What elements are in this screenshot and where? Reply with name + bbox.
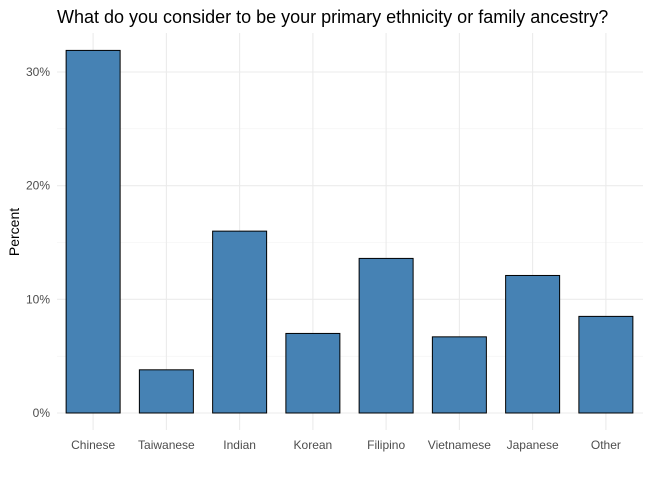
x-tick-label: Korean xyxy=(294,438,333,452)
x-tick-label: Japanese xyxy=(507,438,559,452)
bar-taiwanese xyxy=(138,369,194,414)
bar-indian xyxy=(212,230,268,414)
x-axis-ticks: Chinese Taiwanese Indian Korean Filipino Viet… xyxy=(71,438,621,452)
bar-other xyxy=(578,315,634,414)
x-tick-label: Taiwanese xyxy=(138,438,195,452)
x-tick-label: Vietnamese xyxy=(428,438,491,452)
bar-chinese xyxy=(65,49,121,414)
chart-title: What do you consider to be your primary … xyxy=(57,7,608,27)
y-axis-ticks: 0% 10% 20% 30% xyxy=(26,65,50,420)
x-tick-label: Other xyxy=(591,438,621,452)
bar-vietnamese xyxy=(431,336,487,414)
bars xyxy=(65,49,634,414)
bar-korean xyxy=(285,332,341,414)
y-axis-title: Percent xyxy=(6,208,22,256)
y-tick-label: 20% xyxy=(26,179,50,193)
x-tick-label: Filipino xyxy=(367,438,405,452)
bar-japanese xyxy=(505,274,561,414)
y-tick-label: 10% xyxy=(26,292,50,306)
x-tick-label: Indian xyxy=(223,438,256,452)
bar-filipino xyxy=(358,257,414,414)
x-tick-label: Chinese xyxy=(71,438,115,452)
y-tick-label: 0% xyxy=(33,406,51,420)
y-tick-label: 30% xyxy=(26,65,50,79)
